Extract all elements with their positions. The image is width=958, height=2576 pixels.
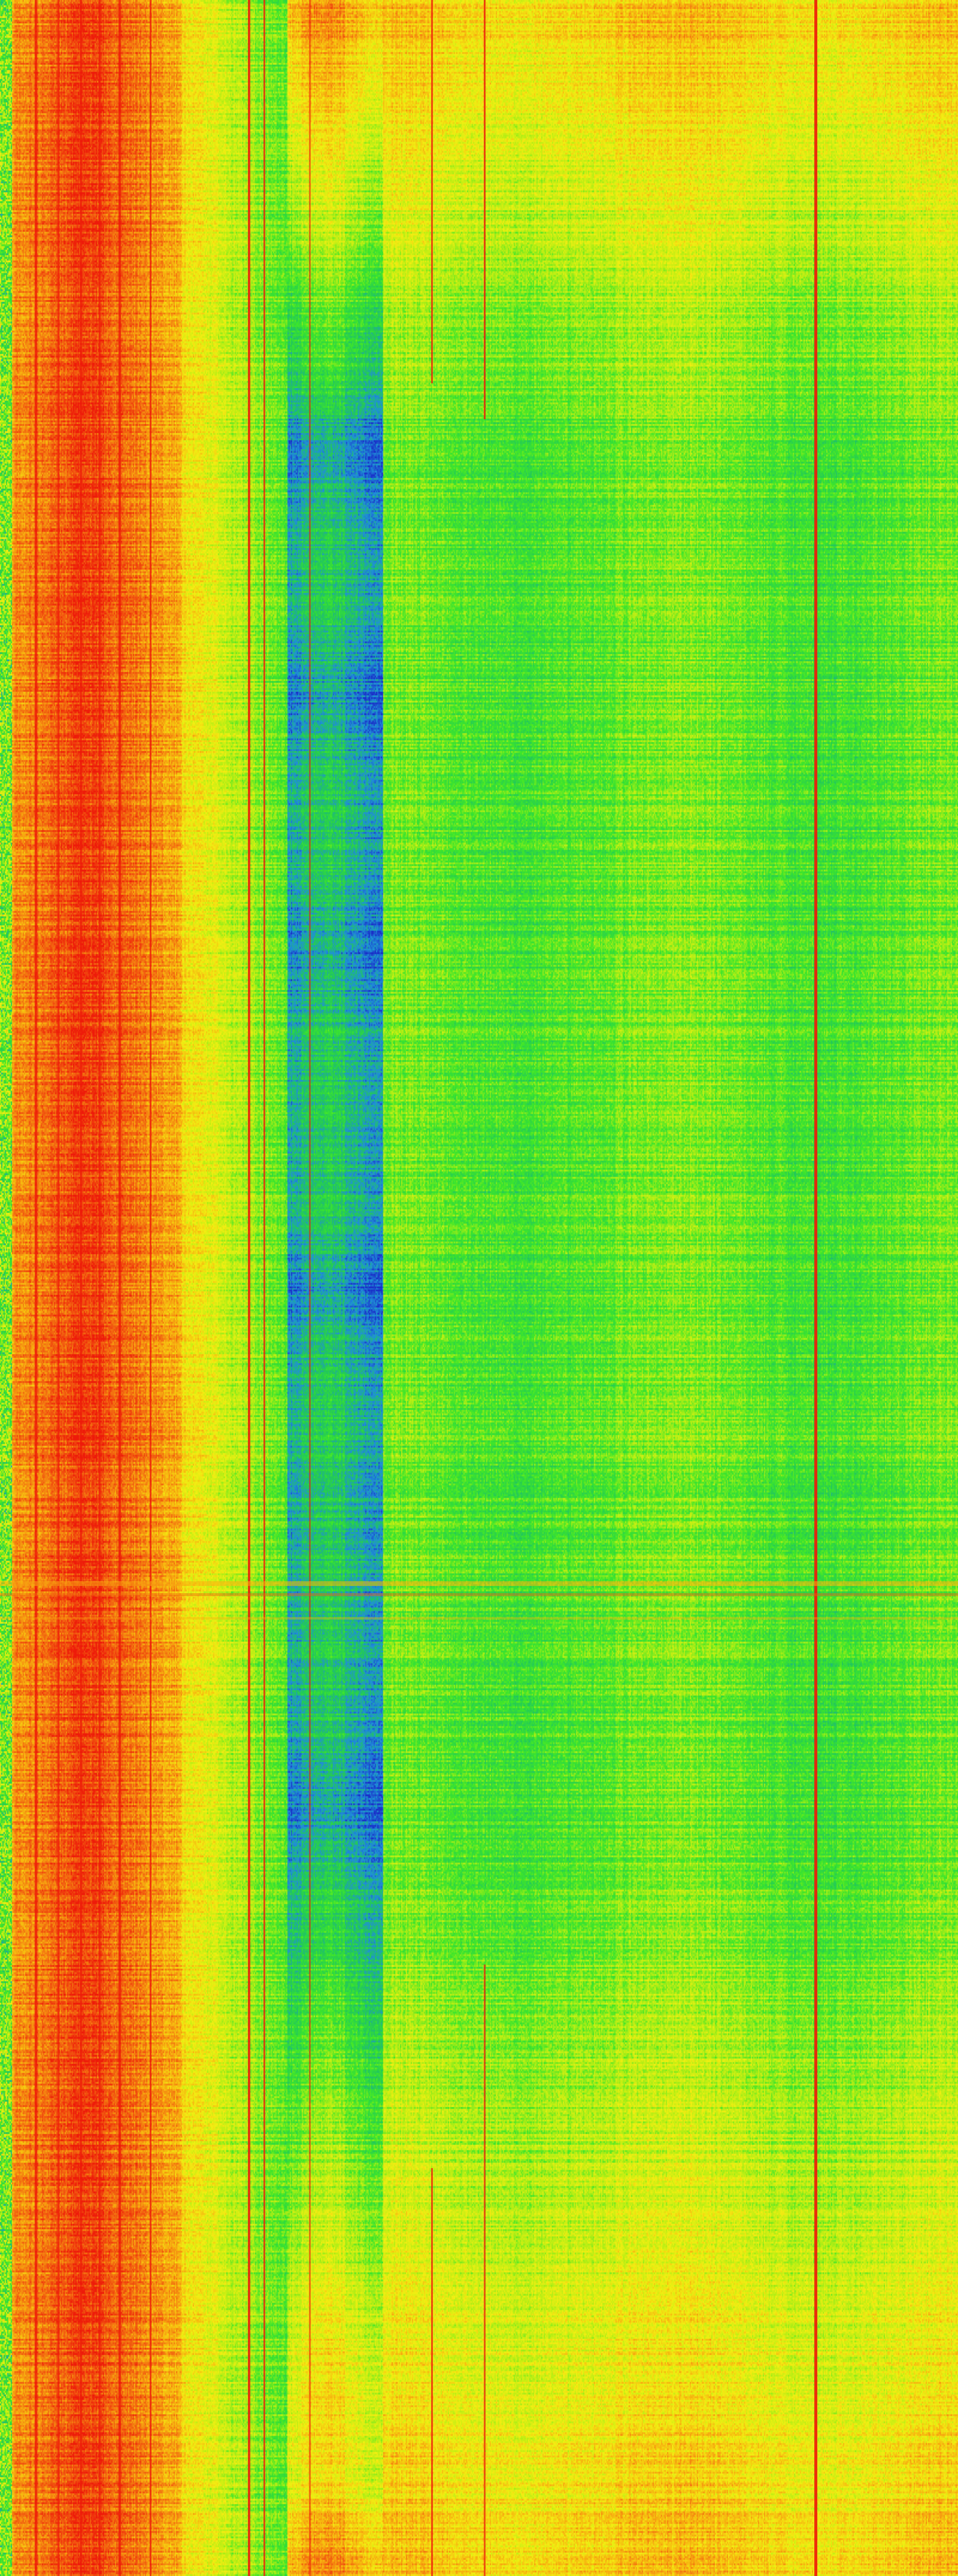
spectrogram-waterfall bbox=[0, 0, 958, 2576]
